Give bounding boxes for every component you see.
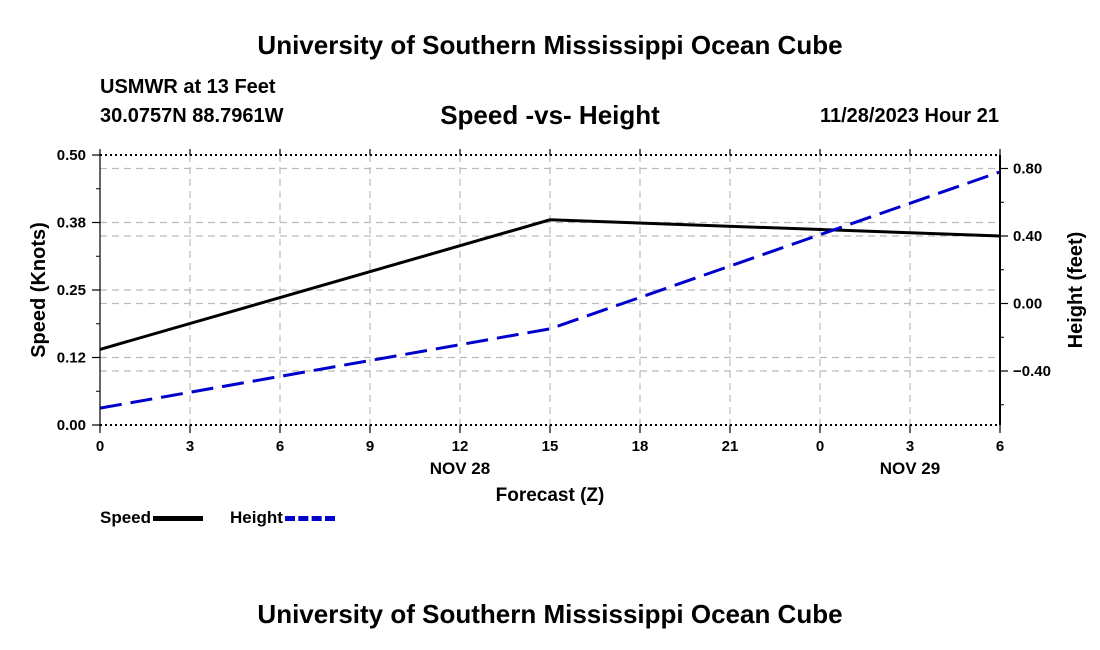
legend-label-speed: Speed	[100, 508, 152, 527]
x-date-label: NOV 28	[430, 459, 490, 478]
x-tick-label: 3	[906, 438, 914, 455]
x-tick-label: 9	[366, 438, 374, 455]
series-layer	[99, 170, 1001, 410]
station-label: USMWR at 13 Feet	[100, 76, 276, 98]
legend-item-speed: Speed	[100, 508, 204, 528]
x-tick-label: 6	[996, 438, 1004, 455]
x-tick-label: 21	[722, 438, 739, 455]
y-tick-label-right: 0.00	[1013, 296, 1042, 313]
x-tick-label: 3	[186, 438, 194, 455]
axes: 0 3 6 9 12 15 18 21 0 3 6 NOV 28 NOV 29 Forecast (Z) 0…	[28, 147, 1087, 506]
forecast-datetime: 11/28/2023 Hour 21	[819, 105, 999, 127]
x-tick-label: 0	[96, 438, 104, 455]
y-tick-label-left: 0.12	[57, 350, 86, 367]
y-tick-label-right: 0.40	[1013, 228, 1042, 245]
y-tick-label-right: −0.40	[1013, 363, 1051, 380]
legend-swatch-height	[284, 515, 335, 521]
series-line-speed	[99, 218, 1001, 351]
y-axis-title-right: Height (feet)	[1065, 232, 1087, 349]
x-tick-label: 18	[632, 438, 649, 455]
x-tick-label: 6	[276, 438, 284, 455]
x-tick-label: 12	[452, 438, 469, 455]
x-axis-title: Forecast (Z)	[496, 485, 605, 506]
legend-swatch-speed	[153, 515, 204, 521]
grid	[100, 155, 1000, 425]
y-tick-label-left: 0.00	[57, 417, 86, 434]
y-tick-label-left: 0.25	[57, 282, 86, 299]
legend-label-height: Height	[230, 508, 283, 527]
y-axis-title-left: Speed (Knots)	[28, 222, 50, 358]
station-coordinates: 30.0757N 88.7961W	[100, 105, 284, 127]
legend-item-height: Height	[230, 508, 335, 528]
x-tick-label: 15	[542, 438, 559, 455]
y-tick-label-right: 0.80	[1013, 161, 1042, 178]
page-title: University of Southern Mississippi Ocean…	[257, 30, 843, 60]
x-date-label: NOV 29	[880, 459, 940, 478]
y-tick-label-left: 0.38	[57, 215, 86, 232]
chart-title: Speed -vs- Height	[440, 100, 660, 130]
footer-title: University of Southern Mississippi Ocean…	[257, 599, 843, 629]
x-tick-label: 0	[816, 438, 824, 455]
y-tick-label-left: 0.50	[57, 147, 86, 164]
